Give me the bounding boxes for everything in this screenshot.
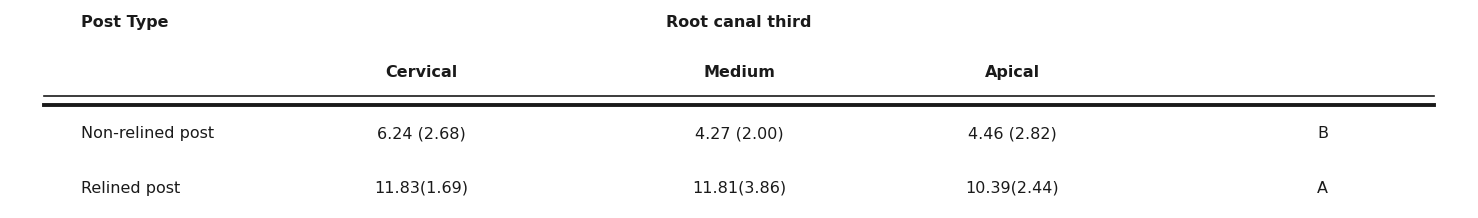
Text: 10.39(2.44): 10.39(2.44) xyxy=(965,181,1060,196)
Text: 11.81(3.86): 11.81(3.86) xyxy=(692,181,786,196)
Text: 6.24 (2.68): 6.24 (2.68) xyxy=(377,126,466,141)
Text: Relined post: Relined post xyxy=(81,181,180,196)
Text: Root canal third: Root canal third xyxy=(667,15,811,30)
Text: Non-relined post: Non-relined post xyxy=(81,126,214,141)
Text: Medium: Medium xyxy=(704,65,774,80)
Text: Apical: Apical xyxy=(984,65,1041,80)
Text: 4.46 (2.82): 4.46 (2.82) xyxy=(968,126,1057,141)
Text: 4.27 (2.00): 4.27 (2.00) xyxy=(695,126,783,141)
Text: A: A xyxy=(1317,181,1329,196)
Text: B: B xyxy=(1317,126,1329,141)
Text: 11.83(1.69): 11.83(1.69) xyxy=(374,181,469,196)
Text: Post Type: Post Type xyxy=(81,15,168,30)
Text: Cervical: Cervical xyxy=(386,65,457,80)
